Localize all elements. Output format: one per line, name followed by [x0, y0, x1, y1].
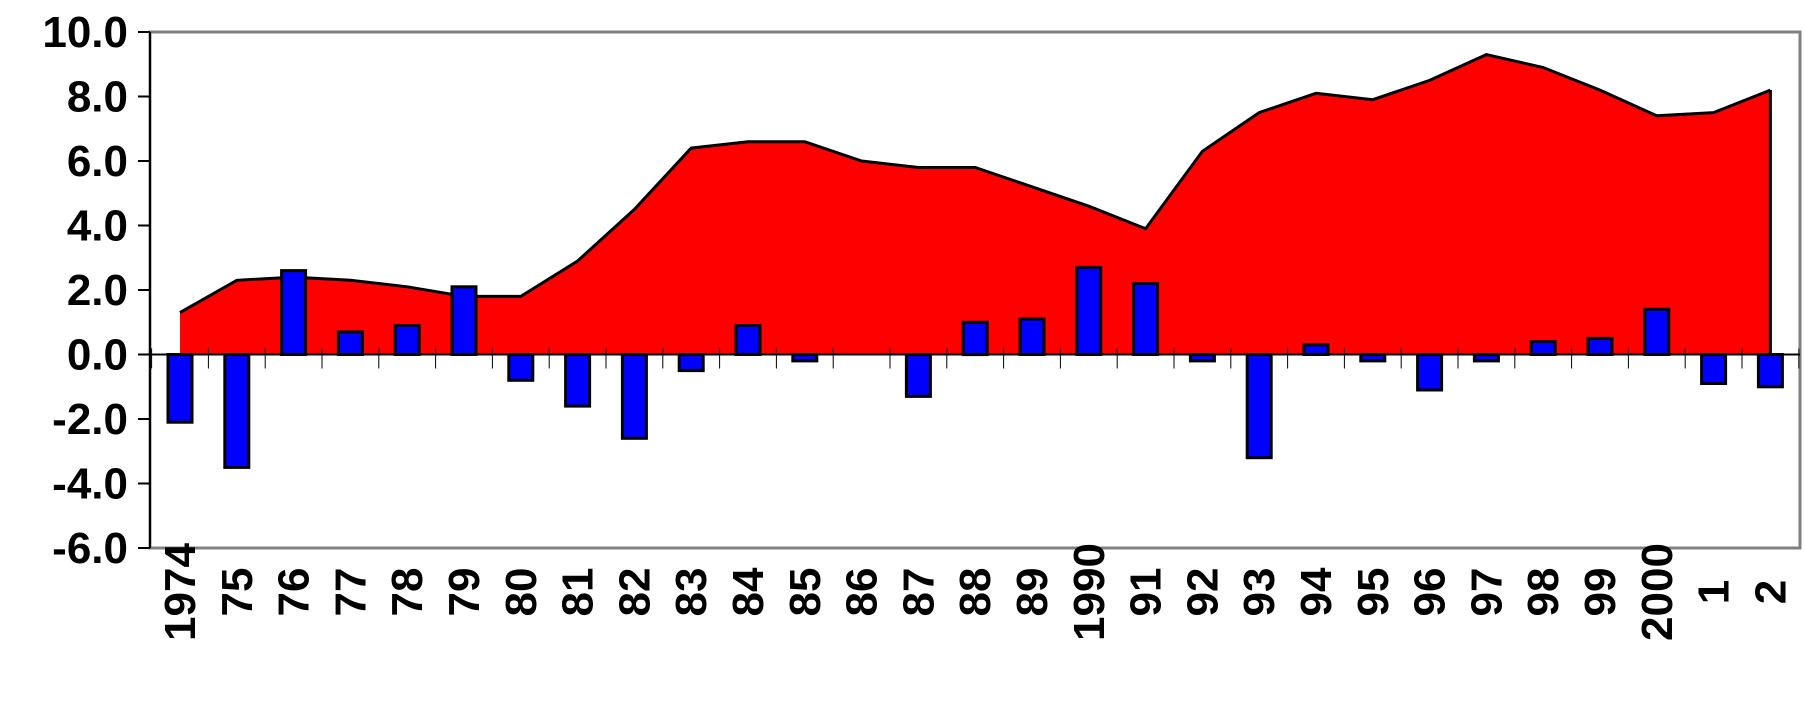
x-tick-label: 81 [554, 568, 603, 617]
bar-79 [450, 285, 478, 356]
bar-75 [223, 353, 251, 469]
y-tick-label: 6.0 [67, 137, 128, 186]
x-tick-label: 1 [1690, 580, 1739, 604]
y-tick-label: -2.0 [52, 395, 128, 444]
bar-84 [734, 324, 762, 356]
bar-1 [1700, 353, 1728, 385]
x-tick-label: 92 [1178, 568, 1227, 617]
bar-89 [1018, 317, 1046, 356]
x-tick-label: 80 [497, 568, 546, 617]
bar-96 [1416, 353, 1444, 392]
bar-77 [336, 330, 364, 356]
x-tick-label: 87 [894, 568, 943, 617]
x-tick-label: 88 [951, 568, 1000, 617]
y-tick-label: 4.0 [67, 202, 128, 251]
bar-1974 [166, 353, 194, 424]
area-layer [179, 53, 1772, 355]
bar-layer [166, 265, 1784, 469]
y-tick-label: 8.0 [67, 73, 128, 122]
x-tick-label: 82 [610, 568, 659, 617]
bar-80 [507, 353, 535, 382]
x-tick-label: 98 [1519, 568, 1568, 617]
x-tick-label: 94 [1292, 567, 1341, 616]
y-tick-label: -6.0 [52, 524, 128, 573]
x-tick-label: 97 [1462, 568, 1511, 617]
bar-88 [961, 320, 989, 357]
x-tick-label: 83 [667, 568, 716, 617]
y-tick-label: -4.0 [52, 460, 128, 509]
x-tick-label: 96 [1406, 568, 1455, 617]
bar-93 [1245, 353, 1273, 460]
bar-2 [1756, 353, 1784, 389]
bar-99 [1586, 336, 1614, 356]
label-layer: 10.08.06.04.02.00.0-2.0-4.0-6.0 1974 75 76 7… [42, 8, 1795, 641]
bar-81 [564, 353, 592, 408]
area-line [179, 53, 1771, 314]
x-tick-label: 1990 [1065, 543, 1114, 641]
axis-layer [138, 31, 1800, 549]
x-tick-label: 89 [1008, 568, 1057, 617]
y-tick-label: 10.0 [42, 8, 128, 57]
bar-98 [1529, 340, 1557, 357]
x-tick-label: 84 [724, 567, 773, 616]
bar-76 [280, 269, 308, 357]
x-tick-label: 76 [270, 568, 319, 617]
bar-94 [1302, 343, 1330, 356]
x-tick-label: 86 [838, 568, 887, 617]
x-tick-label: 99 [1576, 568, 1625, 617]
x-tick-label: 1974 [156, 543, 205, 641]
bar-1990 [1075, 265, 1103, 356]
area-fill [180, 54, 1771, 355]
x-tick-label: 93 [1235, 568, 1284, 617]
x-tick-label: 91 [1122, 568, 1171, 617]
bar-82 [620, 353, 648, 440]
bar-83 [677, 353, 705, 373]
bar-78 [393, 324, 421, 356]
y-tick-label: 0.0 [67, 331, 128, 380]
x-tick-label: 75 [213, 568, 262, 617]
x-tick-label: 85 [781, 568, 830, 617]
x-tick-label: 95 [1349, 568, 1398, 617]
y-tick-label: 2.0 [67, 266, 128, 315]
bar-87 [904, 353, 932, 398]
x-tick-label: 77 [326, 568, 375, 617]
bar-91 [1132, 282, 1160, 356]
x-tick-label: 79 [440, 568, 489, 617]
x-tick-label: 78 [383, 568, 432, 617]
bar-2000 [1643, 307, 1671, 356]
x-tick-label: 2000 [1633, 543, 1682, 641]
x-tick-label: 2 [1746, 580, 1795, 604]
